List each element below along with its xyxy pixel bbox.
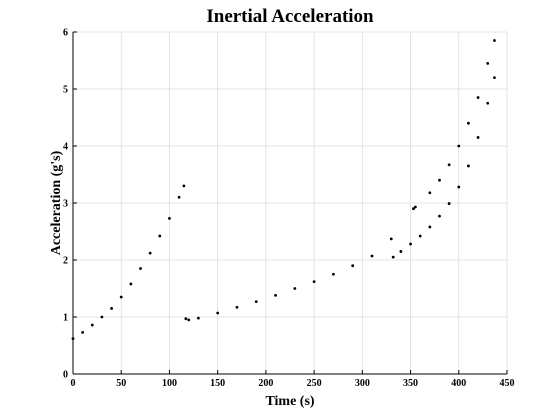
data-point	[351, 264, 355, 268]
data-point	[100, 315, 104, 319]
data-point	[476, 96, 480, 99]
data-point	[274, 293, 277, 297]
data-point	[467, 164, 470, 168]
data-point	[184, 317, 188, 321]
x-tick-label: 0	[71, 378, 76, 389]
x-tick-label: 250	[307, 378, 322, 389]
y-tick-label: 2	[63, 256, 68, 267]
x-tick-label: 50	[116, 378, 126, 389]
data-point	[90, 323, 94, 327]
data-point	[129, 282, 133, 286]
data-point	[412, 207, 415, 211]
data-point	[447, 202, 451, 205]
y-axis-label: Acceleration (g's)	[49, 150, 64, 255]
data-series	[71, 39, 496, 341]
data-point	[187, 318, 191, 322]
x-axis-label: Time (s)	[265, 394, 314, 409]
data-point	[486, 101, 490, 105]
x-tick-label: 350	[403, 378, 418, 389]
x-tick-label: 200	[258, 378, 273, 389]
axes: 0 50 100 150 200 250 300 350 400 450 0 1 2 3 4 5 6	[63, 28, 515, 390]
data-point	[476, 136, 480, 139]
data-point	[81, 330, 85, 334]
x-tick-label: 100	[162, 378, 177, 389]
data-point	[428, 191, 432, 195]
data-point	[177, 195, 181, 199]
data-point	[71, 337, 75, 341]
data-point	[312, 280, 316, 284]
data-point	[158, 234, 162, 238]
data-point	[457, 185, 461, 189]
data-point	[216, 311, 220, 315]
y-tick-label: 0	[63, 370, 68, 381]
y-tick-label: 1	[63, 313, 68, 324]
data-point	[428, 225, 432, 229]
data-point	[370, 254, 374, 258]
data-point	[438, 178, 441, 182]
data-point	[447, 163, 451, 167]
x-tick-label: 300	[355, 378, 370, 389]
data-point	[196, 316, 200, 320]
data-point	[457, 144, 461, 148]
data-point	[110, 307, 113, 310]
data-point	[293, 287, 297, 290]
data-point	[168, 216, 171, 220]
data-point	[235, 305, 239, 309]
grid	[72, 31, 508, 375]
data-point	[486, 61, 490, 65]
data-point	[391, 255, 395, 259]
data-point	[438, 214, 441, 218]
data-point	[493, 76, 496, 79]
data-point	[332, 272, 335, 276]
data-point	[148, 251, 152, 255]
data-point	[413, 205, 417, 209]
y-tick-label: 4	[63, 142, 68, 153]
data-point	[182, 184, 186, 188]
data-point	[409, 242, 412, 246]
y-tick-label: 6	[63, 28, 68, 39]
data-point	[139, 267, 142, 270]
chart-title: Inertial Acceleration	[206, 6, 374, 27]
data-point	[399, 250, 403, 253]
data-point	[119, 295, 123, 299]
data-point	[254, 300, 258, 304]
data-point	[418, 234, 422, 238]
data-point	[493, 39, 496, 42]
x-tick-label: 400	[451, 378, 466, 389]
y-tick-label: 3	[63, 199, 68, 210]
y-tick-label: 5	[63, 85, 68, 96]
x-tick-label: 150	[210, 378, 225, 389]
data-point	[467, 121, 470, 125]
x-tick-label: 450	[500, 378, 515, 389]
data-point	[389, 237, 393, 241]
